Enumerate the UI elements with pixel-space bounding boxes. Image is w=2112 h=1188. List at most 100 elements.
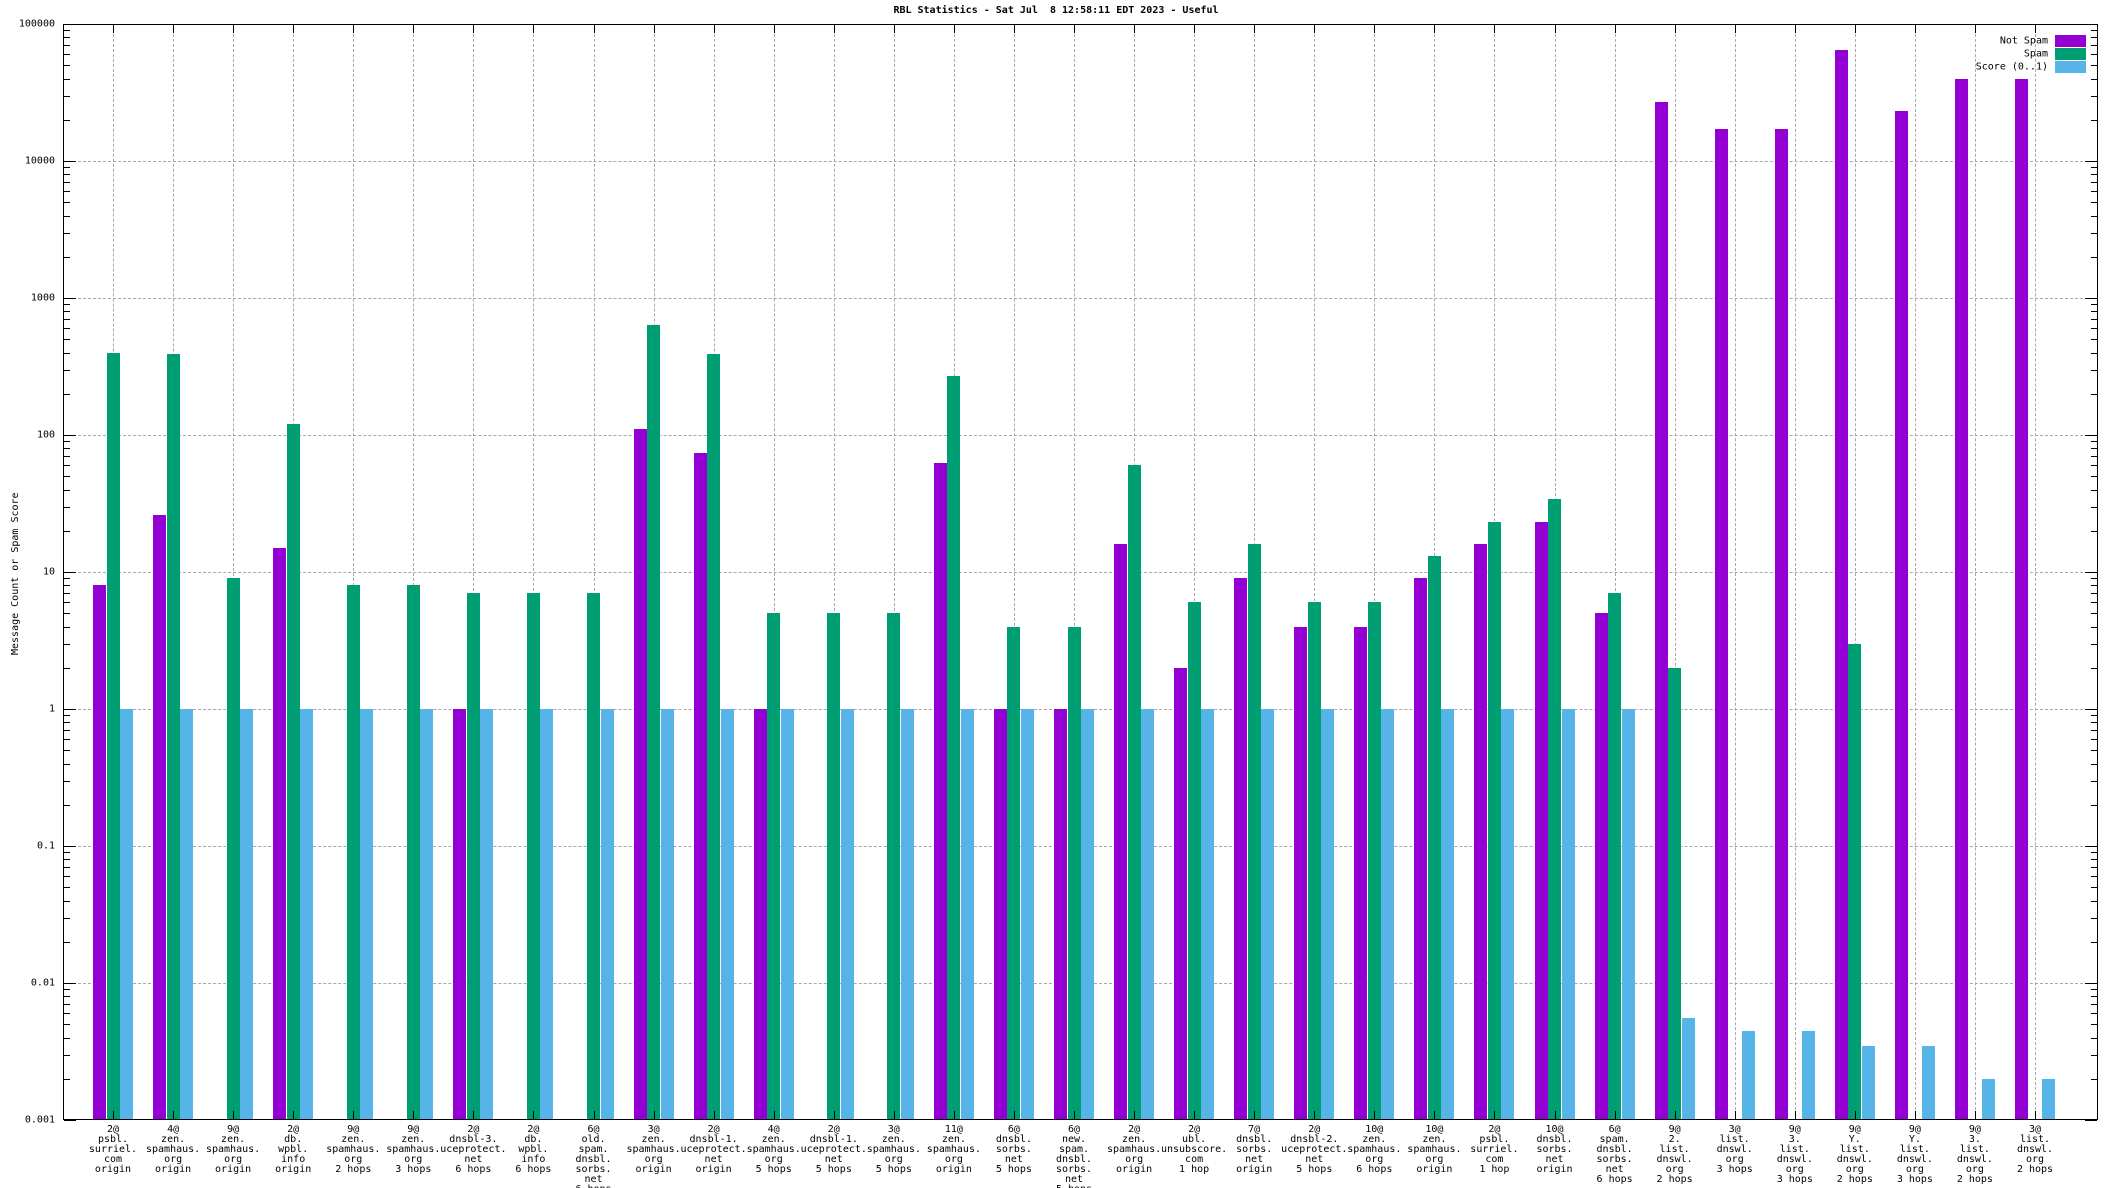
bar-spam	[1548, 499, 1561, 1120]
x-tick-label-line: 3 hops	[1896, 1174, 1933, 1185]
y-minor-tick	[2091, 202, 2097, 204]
x-tick	[173, 25, 175, 33]
y-minor-tick	[64, 996, 70, 998]
x-tick	[713, 25, 715, 33]
x-tick-label-line: old.	[581, 1134, 606, 1145]
x-tick-label-line: spamhaus.	[206, 1144, 261, 1155]
gridline-vertical	[593, 24, 595, 1120]
x-tick-label: 6@ spam. dnsbl. sorbs. net 6 hops	[1597, 1125, 1633, 1185]
y-major-tick	[64, 1120, 76, 1121]
bar-score-0-1	[180, 709, 194, 1120]
bar-spam	[1367, 602, 1381, 1120]
y-minor-tick	[2091, 1037, 2097, 1039]
y-minor-tick	[2091, 319, 2097, 321]
bar-spam	[286, 424, 300, 1120]
bar-score-0-1	[240, 709, 254, 1120]
x-tick-label-line: 3.	[1788, 1134, 1801, 1145]
x-tick-label-line: uceprotect.	[800, 1144, 867, 1155]
legend-swatch	[2055, 35, 2086, 47]
x-tick	[1674, 25, 1676, 33]
gridline-vertical	[1914, 24, 1916, 1120]
x-tick	[1674, 1111, 1676, 1119]
y-major-tick	[2085, 1120, 2097, 1121]
x-tick-label-line: origin	[1536, 1164, 1573, 1175]
x-tick	[1914, 1111, 1916, 1119]
x-tick-label-line: com	[1185, 1154, 1204, 1165]
bar-score-0-1	[1921, 1045, 1935, 1120]
y-minor-tick	[64, 1078, 70, 1080]
x-tick-label-line: dnswl.	[1956, 1154, 1993, 1165]
bar-score-0-1	[1321, 709, 1335, 1120]
x-tick-label-line: list.	[1959, 1144, 1990, 1155]
y-minor-tick	[2091, 1024, 2097, 1026]
x-tick-label-line: zen.	[1122, 1134, 1147, 1145]
x-tick-label-line: spamhaus.	[1107, 1144, 1162, 1155]
bar-score-0-1	[720, 709, 734, 1120]
y-tick-label: 0.001	[24, 1114, 55, 1126]
gridline-vertical	[1614, 24, 1616, 1120]
y-minor-tick	[64, 352, 70, 354]
x-tick-label: 9@ zen. spamhaus. org origin	[206, 1125, 260, 1175]
y-minor-tick	[2091, 585, 2097, 587]
bar-spam	[1668, 667, 1682, 1120]
x-tick-label-line: net	[1305, 1154, 1324, 1165]
y-major-tick	[2085, 709, 2097, 710]
bar-not-spam	[1534, 522, 1548, 1120]
y-minor-tick	[64, 613, 70, 615]
x-tick-label-line: 5 hops	[995, 1164, 1032, 1175]
x-tick-label-line: dnswl.	[2016, 1144, 2054, 1155]
y-minor-tick	[2091, 876, 2097, 878]
y-minor-tick	[2091, 804, 2097, 806]
y-minor-tick	[2091, 593, 2097, 595]
y-minor-tick	[64, 174, 70, 176]
x-tick-label: 4@ zen. spamhaus. org origin	[146, 1125, 200, 1175]
bar-score-0-1	[1381, 709, 1395, 1120]
x-tick-label-line: 2@	[1488, 1124, 1501, 1135]
gridline-vertical	[1074, 24, 1075, 1120]
bar-spam	[1007, 626, 1021, 1120]
x-tick	[473, 1111, 475, 1119]
x-tick	[1314, 1111, 1316, 1119]
x-tick-label-line: origin	[695, 1164, 732, 1175]
gridline-vertical	[1194, 24, 1196, 1120]
x-tick	[473, 25, 475, 33]
x-tick	[713, 1111, 715, 1119]
bar-score-0-1	[1681, 1017, 1695, 1120]
y-minor-tick	[64, 202, 70, 204]
y-minor-tick	[64, 506, 70, 508]
x-tick-label-line: dnsbl-1.	[809, 1134, 858, 1145]
bar-spam	[887, 613, 901, 1120]
y-minor-tick	[2091, 530, 2097, 532]
x-tick-label-line: sorbs.	[1536, 1144, 1573, 1155]
y-minor-tick	[64, 339, 70, 341]
y-minor-tick	[64, 643, 70, 645]
y-major-tick	[64, 709, 76, 710]
x-tick	[173, 1111, 175, 1119]
x-tick-label-line: 6@	[1067, 1124, 1081, 1135]
x-tick-label-line: 3 hops	[1776, 1174, 1813, 1185]
x-tick-label-line: wpbl.	[518, 1144, 549, 1155]
x-tick-label-line: 2 hops	[1836, 1174, 1873, 1185]
x-tick-label-line: 3@	[1728, 1124, 1741, 1135]
x-tick-label-line: sorbs.	[1236, 1144, 1273, 1155]
gridline-vertical	[1854, 24, 1856, 1120]
y-tick-label: 0.1	[36, 840, 55, 852]
x-tick-label: 2@ psbl. surriel. com 1 hop	[1470, 1125, 1518, 1175]
y-minor-tick	[64, 578, 70, 580]
y-minor-tick	[64, 489, 70, 491]
y-minor-tick	[64, 65, 70, 67]
x-tick-label-line: org	[224, 1154, 243, 1165]
x-tick-label-line: dnsbl-2.	[1290, 1134, 1339, 1145]
y-minor-tick	[64, 95, 70, 97]
x-tick	[233, 1111, 235, 1119]
x-tick-label-line: 6@	[587, 1124, 600, 1135]
x-tick-label-line: dnsbl.	[995, 1134, 1032, 1145]
y-minor-tick	[2091, 1054, 2097, 1056]
x-tick-label-line: 11@	[944, 1124, 963, 1135]
x-tick	[1554, 25, 1556, 33]
bar-not-spam	[1774, 129, 1788, 1120]
y-minor-tick	[2091, 119, 2097, 121]
x-tick-label-line: 9@	[1848, 1124, 1861, 1135]
x-tick-label-line: org	[1365, 1154, 1384, 1165]
y-minor-tick	[64, 167, 70, 169]
